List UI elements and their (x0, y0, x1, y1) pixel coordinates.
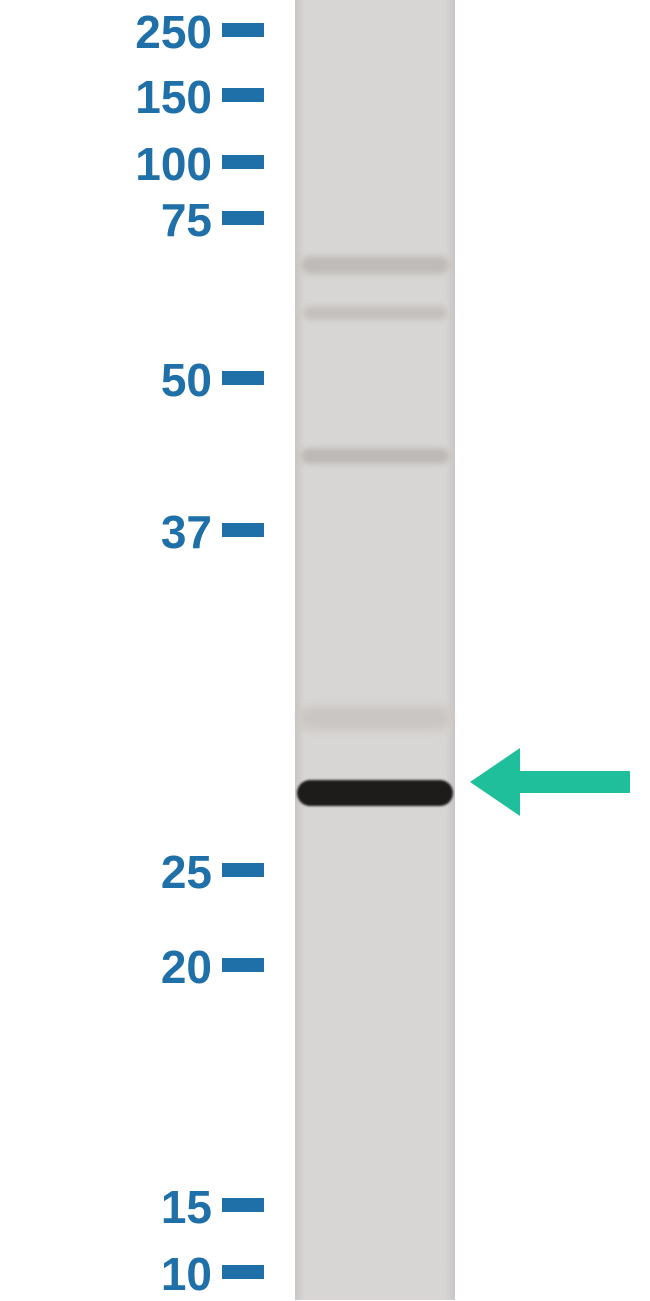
protein-band (299, 706, 451, 730)
mw-marker-label: 37 (52, 505, 212, 559)
mw-marker-label: 10 (52, 1247, 212, 1301)
mw-marker-tick (222, 155, 264, 169)
arrow-head-icon (470, 748, 520, 816)
protein-band (301, 448, 449, 464)
mw-marker-label: 15 (52, 1180, 212, 1234)
blot-lane (295, 0, 455, 1300)
mw-marker-label: 50 (52, 353, 212, 407)
mw-marker-label: 100 (52, 137, 212, 191)
protein-band (303, 306, 447, 320)
mw-marker-tick (222, 1198, 264, 1212)
mw-marker-tick (222, 23, 264, 37)
protein-band (297, 780, 453, 806)
mw-marker-label: 25 (52, 845, 212, 899)
protein-band (301, 256, 449, 274)
mw-marker-tick (222, 523, 264, 537)
mw-marker-tick (222, 88, 264, 102)
western-blot-figure: 250 150 10075 50 37 25 20 15 10 (0, 0, 650, 1300)
mw-marker-label: 150 (52, 70, 212, 124)
mw-marker-tick (222, 371, 264, 385)
arrow-shaft (520, 771, 630, 793)
mw-marker-tick (222, 211, 264, 225)
mw-marker-label: 75 (52, 193, 212, 247)
mw-marker-label: 250 (52, 5, 212, 59)
mw-marker-tick (222, 1265, 264, 1279)
mw-marker-tick (222, 863, 264, 877)
mw-marker-tick (222, 958, 264, 972)
mw-marker-label: 20 (52, 940, 212, 994)
